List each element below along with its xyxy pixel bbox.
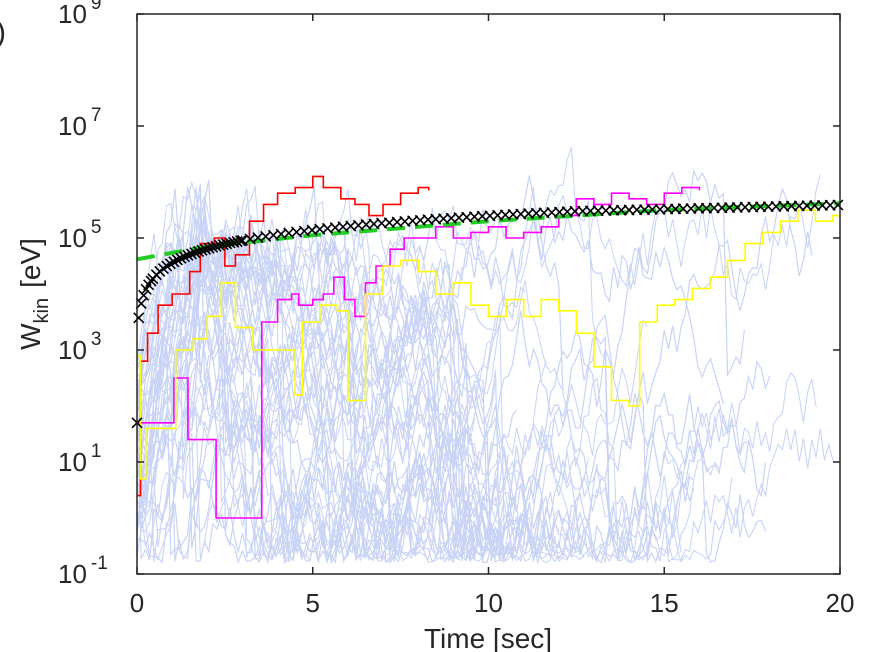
- mean-marker: [210, 240, 222, 252]
- x-axis-label: Time [sec]: [424, 623, 552, 652]
- y-tick-exponent: 1: [91, 441, 102, 462]
- y-tick-label: 10 5: [58, 217, 102, 253]
- mean-marker: [192, 245, 205, 258]
- mean-markers: [131, 199, 844, 429]
- y-axis-label: Wkin [eV]: [15, 238, 53, 350]
- background-trace: [137, 341, 517, 562]
- x-tick-label: 5: [306, 588, 320, 618]
- y-tick-label: 10 7: [58, 105, 102, 141]
- background-trace: [137, 208, 467, 487]
- highlighted-series: [137, 175, 840, 519]
- y-axis-label-sub: kin: [31, 298, 53, 324]
- background-trace: [137, 245, 724, 565]
- y-tick-base: 10: [58, 0, 87, 29]
- background-trace: [137, 185, 834, 563]
- y-tick-base: 10: [58, 335, 87, 365]
- mean-marker: [175, 252, 187, 264]
- y-tick-base: 10: [58, 223, 87, 253]
- mean-marker: [189, 247, 201, 259]
- background-trace: [137, 228, 509, 557]
- y-tick-exponent: -1: [91, 553, 108, 574]
- x-tick-label: 15: [650, 588, 679, 618]
- x-tick-label: 0: [130, 588, 144, 618]
- mean-marker: [168, 256, 180, 268]
- mean-marker: [178, 251, 191, 263]
- series-red: [137, 175, 430, 497]
- background-trace: [137, 219, 589, 563]
- y-tick-base: 10: [58, 559, 87, 589]
- background-trace: [137, 188, 463, 561]
- y-tick-exponent: 5: [91, 217, 102, 238]
- background-trace: [137, 219, 488, 518]
- mean-marker: [832, 199, 844, 211]
- mean-marker: [135, 298, 147, 310]
- background-trace: [137, 249, 648, 564]
- x-tick-label: 20: [826, 588, 855, 618]
- mean-marker: [221, 238, 233, 250]
- background-trace: [137, 331, 496, 564]
- background-trace: [137, 175, 813, 564]
- axis-ticks: [136, 13, 841, 575]
- y-tick-base: 10: [58, 447, 87, 477]
- background-trace: [137, 401, 530, 561]
- mean-marker: [217, 239, 229, 251]
- mean-marker: [203, 242, 215, 254]
- mean-marker: [185, 248, 198, 260]
- mean-marker: [182, 249, 194, 261]
- mean-marker: [235, 235, 247, 247]
- mean-marker: [133, 312, 145, 324]
- background-trace: [137, 169, 745, 472]
- mean-marker: [199, 243, 212, 255]
- mean-marker: [207, 241, 219, 253]
- y-axis-label-unit: [eV]: [15, 238, 46, 288]
- y-tick-exponent: 3: [91, 329, 102, 350]
- background-trace: [137, 294, 581, 549]
- background-trace: [137, 198, 585, 559]
- mean-marker: [196, 244, 208, 256]
- y-tick-label: 10 3: [58, 329, 102, 365]
- y-axis-label-main: W: [15, 323, 46, 350]
- x-tick-label: 10: [474, 588, 503, 618]
- series-yellow: [137, 209, 840, 480]
- mean-marker: [164, 258, 176, 270]
- background-trace: [137, 362, 817, 565]
- background-trace: [137, 187, 695, 563]
- y-tick-label: 10 9: [58, 0, 102, 29]
- background-trace: [137, 228, 543, 564]
- y-tick-exponent: 9: [91, 0, 102, 14]
- y-tick-exponent: 7: [91, 105, 102, 126]
- background-trace: [137, 186, 749, 561]
- background-trace: [137, 180, 766, 564]
- background-trace: [137, 215, 425, 562]
- mean-marker: [214, 239, 226, 252]
- background-trace: [137, 147, 821, 565]
- background-trace: [137, 224, 475, 562]
- y-tick-label: 10 -1: [58, 553, 108, 589]
- mean-marker: [171, 254, 183, 266]
- mean-marker: [138, 289, 150, 301]
- background-trace: [137, 186, 560, 560]
- y-tick-label: 10 1: [58, 441, 102, 477]
- y-tick-base: 10: [58, 111, 87, 141]
- background-trace: [137, 223, 695, 564]
- series-magenta: [137, 186, 701, 519]
- panel-label: ): [0, 16, 6, 49]
